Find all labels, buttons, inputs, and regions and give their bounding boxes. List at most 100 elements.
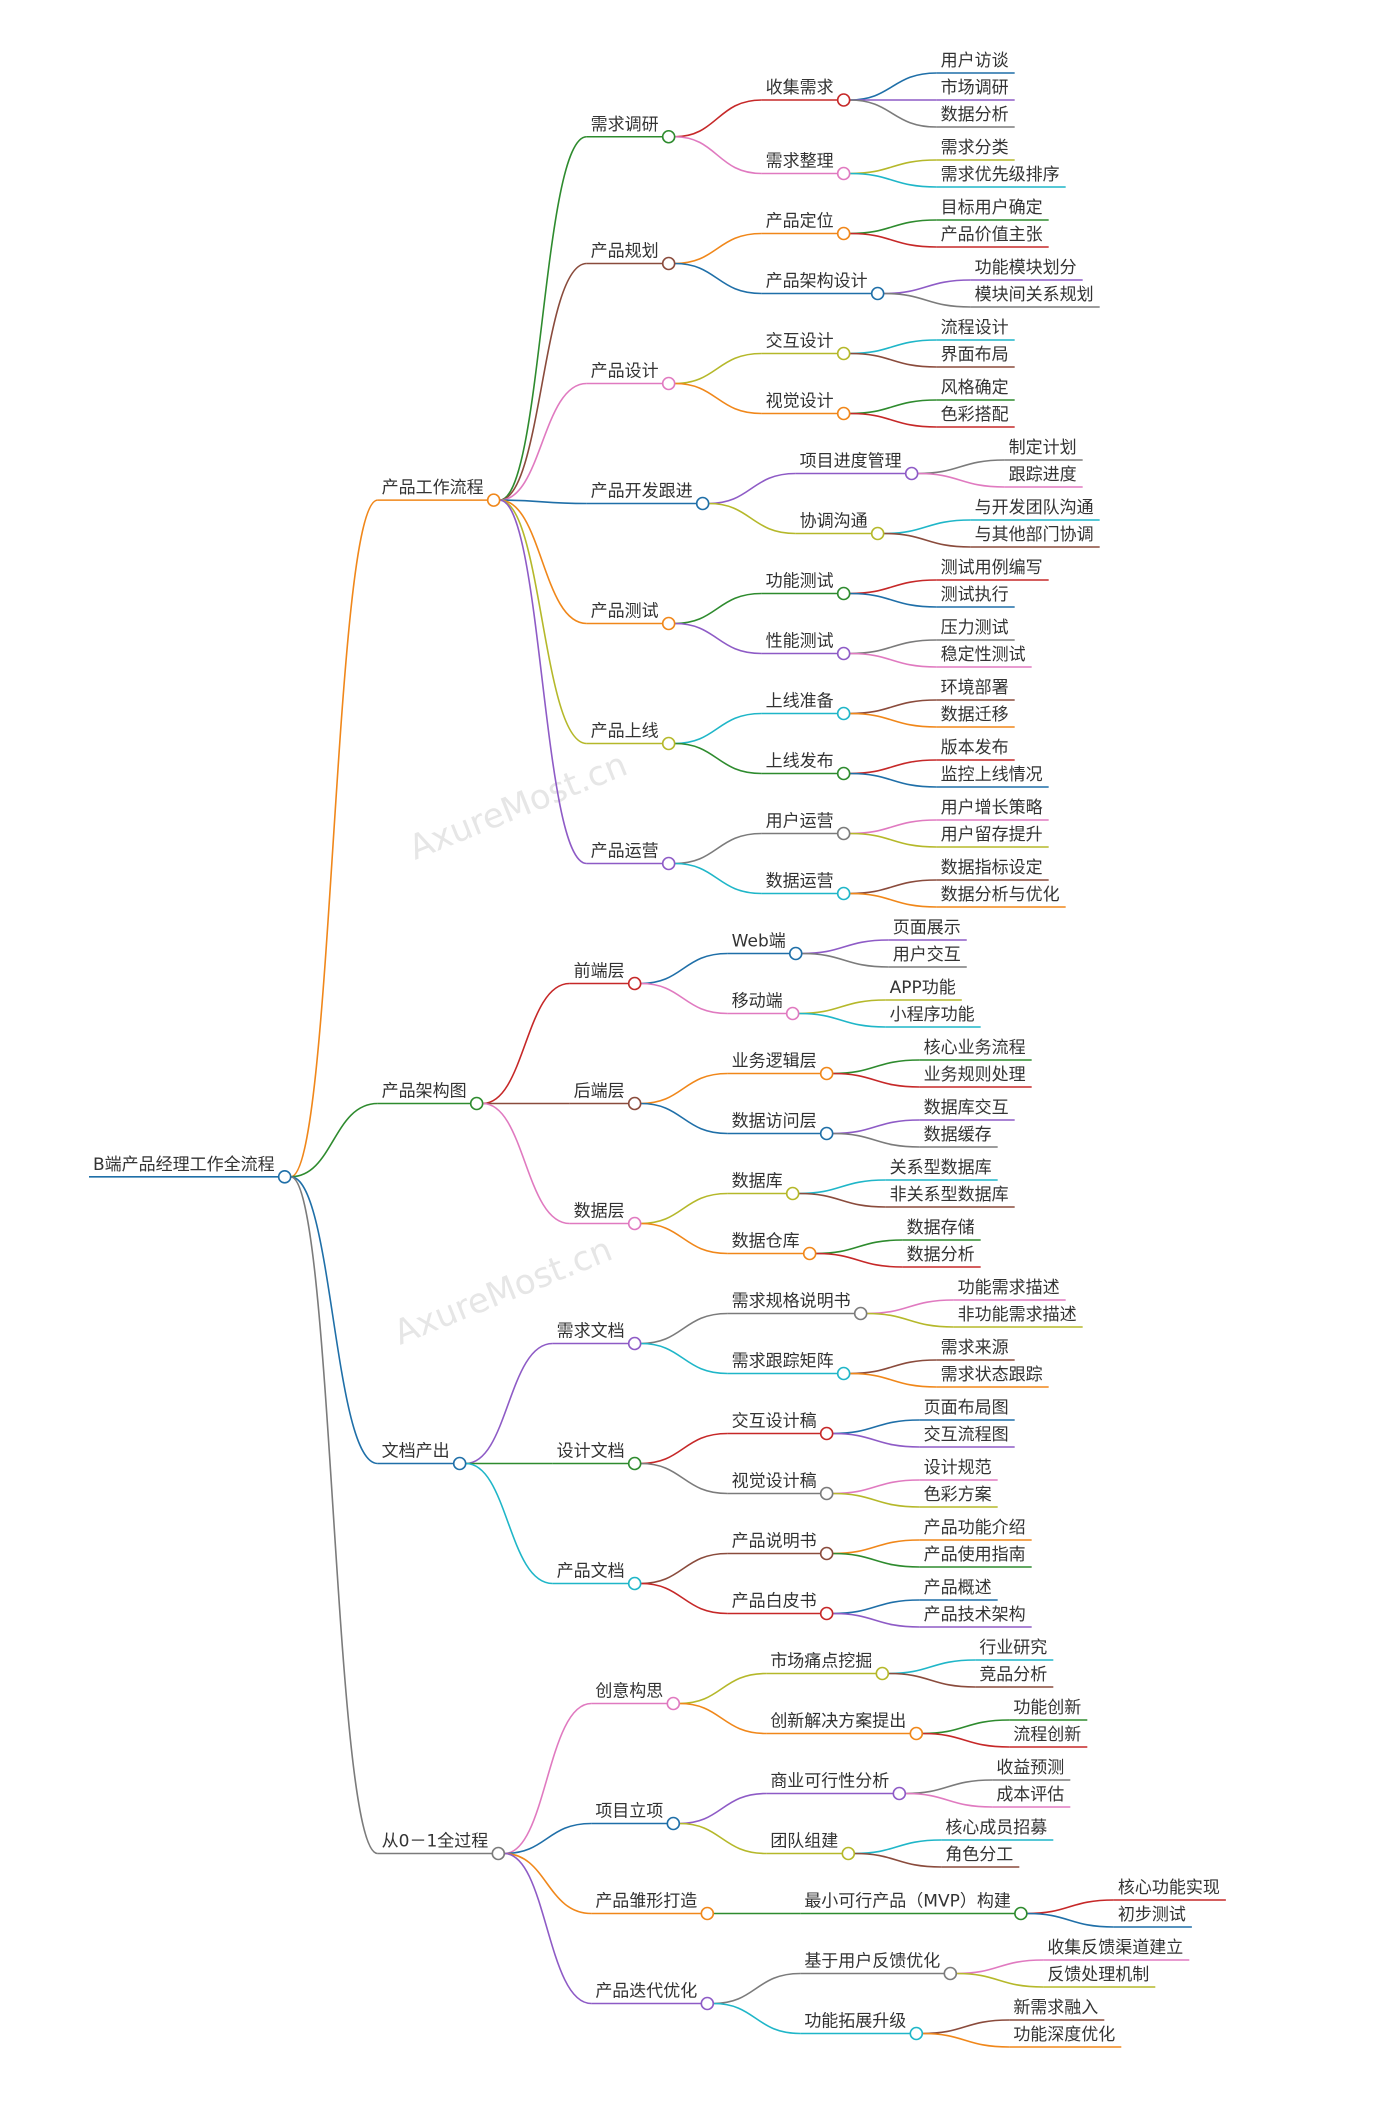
node-dot [802, 1246, 817, 1261]
node-label: 项目立项 [595, 1802, 663, 1822]
edge [679, 1672, 767, 1705]
leaf-label: 数据分析 [907, 1245, 975, 1265]
node-label: 从0－1全过程 [382, 1832, 489, 1852]
leaf-label: 数据迁移 [941, 705, 1009, 725]
node-label: 产品架构设计 [766, 272, 868, 292]
node-label: 团队组建 [770, 1832, 838, 1852]
leaf-label: 页面展示 [893, 918, 961, 938]
edge [798, 1012, 886, 1028]
edge [674, 712, 762, 745]
leaf-label: 色彩搭配 [941, 405, 1009, 425]
node-label: 产品定位 [766, 212, 834, 232]
node-label: 产品运营 [591, 842, 659, 862]
edge [883, 279, 971, 295]
leaf-label: 核心成员招募 [945, 1818, 1047, 1838]
node-dot [695, 496, 710, 511]
node-dot [627, 976, 642, 991]
labels: B端产品经理工作全流程产品工作流程需求调研收集需求用户访谈市场调研数据分析需求整… [93, 51, 1220, 2045]
edge [832, 1539, 920, 1555]
leaf-label: 风格确定 [941, 378, 1009, 398]
leaf-label: 制定计划 [1009, 438, 1077, 458]
edge [640, 1312, 728, 1345]
node-label: 产品设计 [591, 362, 659, 382]
node-label: 产品上线 [591, 722, 659, 742]
edge [849, 772, 937, 788]
edge [854, 1839, 942, 1855]
node-label: 数据访问层 [732, 1112, 817, 1132]
leaf-label: 行业研究 [979, 1638, 1047, 1658]
edge [832, 1599, 920, 1615]
edge [640, 1582, 728, 1615]
edge [640, 1102, 728, 1135]
leaf-label: 非关系型数据库 [890, 1185, 1009, 1205]
edge [674, 742, 762, 775]
node-dot [836, 93, 851, 107]
node-dot [892, 1786, 907, 1801]
node-label: 产品架构图 [382, 1082, 467, 1102]
node-label: 上线准备 [766, 692, 834, 712]
leaf-label: 功能模块划分 [975, 258, 1077, 278]
edge [922, 2019, 1010, 2035]
node-dot [836, 766, 851, 781]
node-dot [819, 1426, 834, 1441]
edge [849, 219, 937, 235]
edge [465, 1462, 553, 1585]
node-dot [491, 1846, 506, 1861]
edge [849, 892, 937, 908]
leaf-label: 监控上线情况 [941, 765, 1043, 785]
node-label: 商业可行性分析 [770, 1772, 889, 1792]
edge [832, 1612, 920, 1628]
node-dot [627, 1336, 642, 1351]
node-label: 前端层 [574, 962, 625, 982]
node-label: 产品说明书 [732, 1532, 817, 1552]
root-label: B端产品经理工作全流程 [93, 1155, 275, 1175]
edge [832, 1432, 920, 1448]
leaf-label: 色彩方案 [924, 1485, 992, 1505]
node-dot [836, 826, 851, 841]
node-dot [836, 706, 851, 721]
edge [866, 1299, 954, 1315]
node-label: 设计文档 [557, 1442, 625, 1462]
node-dot [700, 1906, 715, 1921]
node-dot [627, 1096, 642, 1111]
node-label: 产品迭代优化 [595, 1982, 697, 2002]
leaf-label: 业务规则处理 [924, 1065, 1026, 1085]
edge [801, 952, 889, 968]
node-dot [661, 616, 676, 631]
edge [832, 1132, 920, 1148]
edge [849, 159, 937, 175]
leaf-label: 功能创新 [1013, 1698, 1081, 1718]
edge [883, 532, 971, 548]
node-label: 数据仓库 [732, 1232, 800, 1252]
node-dot [836, 886, 851, 901]
leaf-label: 测试执行 [941, 585, 1009, 605]
node-dot [661, 736, 676, 751]
leaf-label: 核心业务流程 [924, 1038, 1026, 1058]
leaf-label: 流程设计 [941, 318, 1009, 338]
edge [956, 1972, 1044, 1988]
node-dot [836, 406, 851, 421]
node-dot [785, 1186, 800, 1201]
node-dot [666, 1816, 681, 1831]
node-label: 后端层 [574, 1082, 625, 1102]
edge [708, 502, 796, 535]
edge [674, 352, 762, 385]
node-dot [870, 526, 885, 541]
node-dot [700, 1996, 715, 2011]
leaf-label: 产品技术架构 [924, 1605, 1026, 1625]
node-label: 产品文档 [557, 1562, 625, 1582]
leaf-label: 收益预测 [996, 1758, 1064, 1778]
edge [922, 1732, 1010, 1748]
edge [640, 1222, 728, 1255]
leaf-label: 产品概述 [924, 1578, 992, 1598]
edge [917, 472, 1005, 488]
node-label: 产品开发跟进 [591, 482, 693, 502]
node-dot [819, 1606, 834, 1621]
edge [504, 1852, 592, 2005]
leaf-label: 测试用例编写 [941, 558, 1043, 578]
edge [679, 1792, 767, 1825]
node-dot [666, 1696, 681, 1711]
node-dot [836, 166, 851, 181]
leaf-label: 模块间关系规划 [975, 285, 1094, 305]
edge [640, 1342, 728, 1375]
